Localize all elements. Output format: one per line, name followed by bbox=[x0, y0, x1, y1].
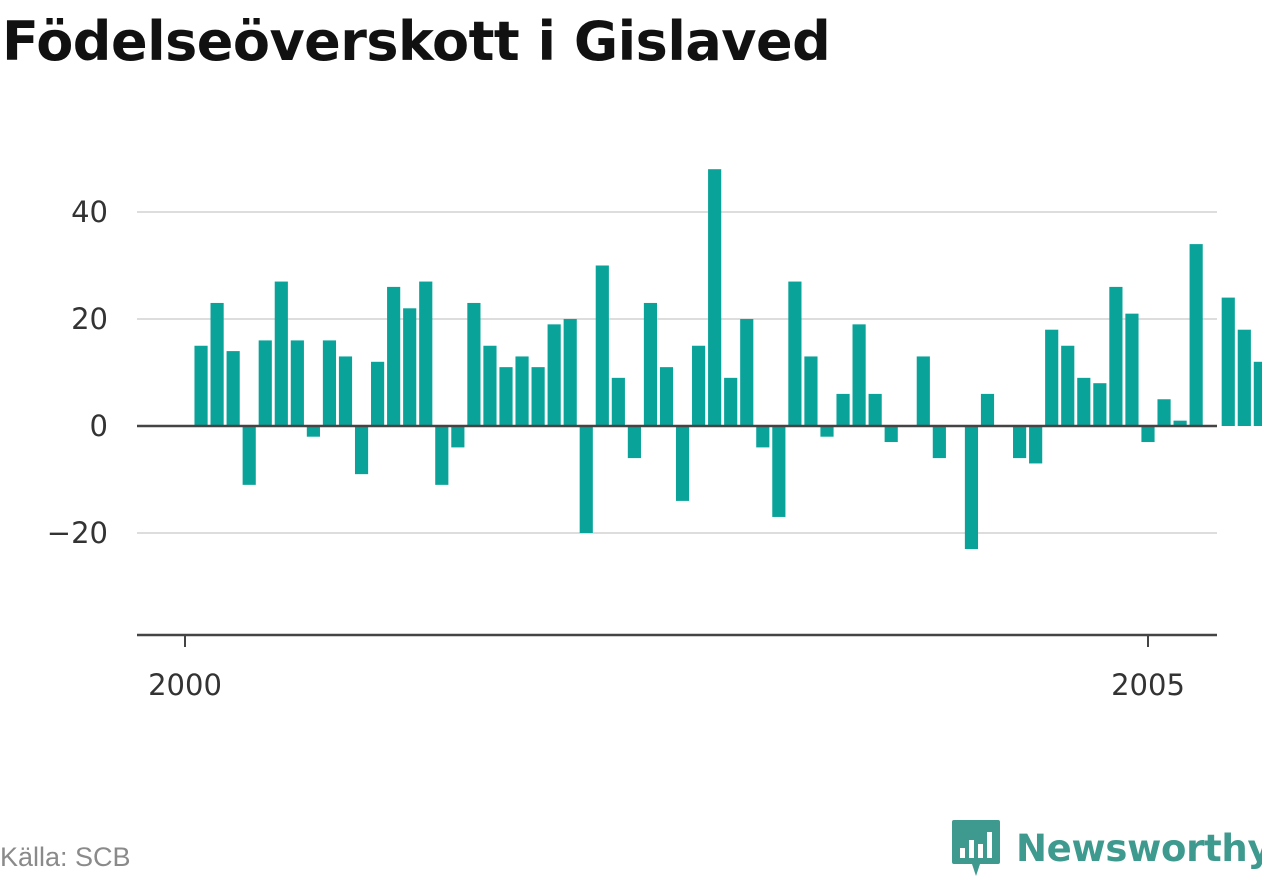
bar bbox=[547, 324, 561, 426]
bar bbox=[451, 426, 465, 448]
bar bbox=[210, 302, 224, 426]
bar bbox=[884, 426, 898, 443]
bar bbox=[1045, 329, 1059, 426]
bar bbox=[483, 345, 497, 426]
bar bbox=[515, 356, 529, 426]
bar bbox=[338, 356, 353, 426]
bar bbox=[836, 393, 850, 426]
bar bbox=[1141, 426, 1155, 443]
bar bbox=[788, 281, 802, 426]
bar bbox=[964, 426, 979, 550]
bar bbox=[371, 361, 385, 426]
bar bbox=[354, 426, 369, 475]
bar bbox=[1157, 399, 1171, 426]
bar bbox=[194, 345, 208, 426]
bar bbox=[242, 426, 256, 485]
bar-chart-speech-bubble-icon bbox=[952, 820, 1000, 876]
bar bbox=[467, 302, 481, 426]
chart-title: Födelseöverskott i Gislaved bbox=[2, 10, 831, 73]
source-note: Källa: SCB bbox=[0, 842, 131, 872]
bar bbox=[1237, 329, 1251, 426]
bar bbox=[675, 426, 690, 501]
bar bbox=[226, 351, 240, 426]
bar bbox=[322, 340, 337, 426]
bar bbox=[692, 345, 706, 426]
bar bbox=[1077, 377, 1091, 426]
bar bbox=[627, 426, 641, 459]
bar bbox=[274, 281, 288, 426]
bar bbox=[724, 377, 738, 426]
bar bbox=[1029, 426, 1043, 464]
bar bbox=[1253, 361, 1262, 426]
newsworthy-logo: Newsworthy bbox=[950, 818, 1262, 878]
bar bbox=[772, 426, 786, 517]
bar bbox=[1189, 244, 1203, 426]
bar bbox=[1061, 345, 1075, 426]
bar bbox=[643, 302, 658, 426]
bar bbox=[258, 340, 272, 426]
bar bbox=[916, 356, 930, 426]
bar bbox=[740, 319, 754, 426]
bar bbox=[1221, 297, 1235, 426]
bar bbox=[435, 426, 449, 485]
bar bbox=[419, 281, 433, 426]
bar bbox=[868, 393, 882, 426]
bar bbox=[290, 340, 304, 426]
bar bbox=[531, 367, 545, 426]
bar bbox=[403, 308, 417, 426]
y-tick-label: 40 bbox=[71, 195, 108, 229]
x-tick-label: 2000 bbox=[148, 668, 222, 702]
bar bbox=[852, 324, 866, 426]
bar bbox=[1013, 426, 1027, 459]
y-tick-label: 0 bbox=[90, 409, 108, 443]
x-tick-label: 2005 bbox=[1111, 668, 1185, 702]
bar bbox=[659, 367, 674, 426]
y-tick-label: −20 bbox=[47, 516, 108, 550]
bar bbox=[579, 426, 593, 533]
bars bbox=[194, 169, 1262, 550]
bar bbox=[1173, 420, 1187, 426]
brand-name: Newsworthy bbox=[1016, 826, 1262, 870]
bar bbox=[499, 367, 513, 426]
bar bbox=[820, 426, 834, 437]
bar bbox=[1109, 286, 1123, 426]
y-tick-label: 20 bbox=[71, 302, 108, 336]
bar bbox=[1093, 383, 1107, 426]
bar bbox=[563, 319, 577, 426]
bar bbox=[980, 393, 995, 426]
bar bbox=[708, 169, 722, 426]
gridlines bbox=[137, 211, 1217, 534]
bar bbox=[306, 426, 320, 437]
bar bbox=[611, 377, 625, 426]
bar bbox=[932, 426, 946, 459]
bar bbox=[595, 265, 609, 426]
bar bbox=[387, 286, 401, 426]
bar bbox=[1125, 313, 1139, 426]
bar bbox=[756, 426, 770, 448]
bar bbox=[804, 356, 818, 426]
